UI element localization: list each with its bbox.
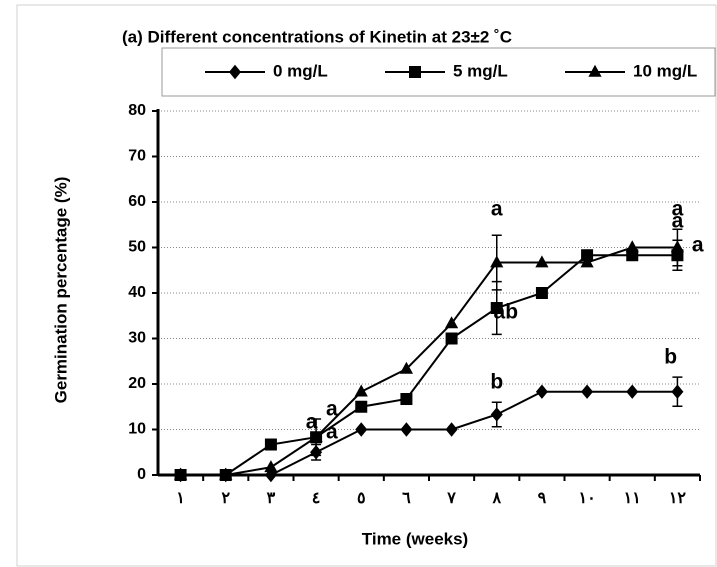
marker-square	[626, 249, 639, 262]
marker-triangle	[588, 64, 602, 77]
annotation: a	[306, 411, 318, 434]
marker-diamond	[535, 384, 548, 399]
annotation: a	[491, 198, 503, 221]
marker-triangle	[354, 384, 368, 397]
y-tick-label: 30	[128, 330, 146, 347]
y-tick-label: 80	[128, 102, 146, 119]
marker-triangle	[580, 255, 594, 268]
annotation: b	[664, 346, 677, 369]
x-tick-label: ١	[176, 490, 185, 507]
annotation: a	[672, 210, 684, 233]
annotation: a	[326, 397, 338, 420]
series-line	[180, 254, 678, 476]
marker-square	[264, 438, 277, 451]
x-tick-label: ٩	[538, 490, 547, 507]
marker-triangle	[264, 460, 278, 473]
y-tick-label: 70	[128, 148, 146, 165]
x-tick-label: ١٢	[669, 490, 687, 507]
marker-diamond	[445, 422, 458, 437]
y-tick-label: 40	[128, 284, 146, 301]
x-tick-label: ١٠	[578, 490, 595, 507]
marker-square	[581, 249, 594, 262]
y-tick-label: 0	[137, 466, 146, 483]
marker-triangle	[173, 467, 188, 480]
marker-square	[400, 393, 413, 406]
chart-title: (a) Different concentrations of Kinetin …	[122, 27, 512, 46]
marker-triangle	[444, 316, 459, 329]
marker-triangle	[535, 255, 549, 268]
x-tick-label: ٢	[221, 490, 230, 507]
marker-diamond	[355, 422, 368, 437]
legend-label: 10 mg/L	[633, 61, 697, 80]
x-tick-label: ١١	[624, 490, 641, 507]
marker-triangle	[309, 430, 323, 443]
x-axis-label: Time (weeks)	[362, 529, 468, 548]
marker-square	[355, 400, 368, 413]
marker-square	[490, 302, 503, 315]
annotation: a	[692, 234, 704, 257]
marker-diamond	[490, 407, 503, 422]
marker-diamond	[671, 384, 684, 399]
y-tick-label: 60	[128, 193, 146, 210]
legend-label: 0 mg/L	[273, 61, 328, 80]
marker-diamond	[626, 384, 639, 399]
y-axis-label: Germination percentage (%)	[51, 177, 70, 404]
x-tick-label: ٤	[312, 490, 321, 507]
marker-triangle	[670, 240, 685, 253]
marker-diamond	[581, 384, 594, 399]
marker-square	[535, 287, 548, 299]
x-tick-label: ٥	[357, 490, 366, 507]
marker-triangle	[625, 240, 639, 253]
marker-square	[445, 332, 458, 345]
y-tick-label: 20	[128, 375, 146, 392]
marker-diamond	[229, 64, 241, 80]
x-tick-label: ٧	[446, 490, 456, 507]
y-tick-label: 50	[128, 239, 146, 256]
series-line	[180, 390, 678, 476]
annotation: a	[326, 421, 338, 444]
marker-square	[409, 66, 421, 78]
chart-border	[16, 4, 717, 567]
marker-triangle	[219, 467, 233, 480]
series-line	[180, 246, 678, 476]
marker-diamond	[400, 422, 413, 437]
marker-triangle	[490, 255, 504, 268]
annotation: b	[490, 371, 503, 394]
x-tick-label: ٣	[267, 490, 276, 507]
x-tick-label: ٦	[402, 490, 411, 507]
marker-triangle	[399, 361, 414, 374]
legend-label: 5 mg/L	[453, 61, 508, 80]
annotation: ab	[494, 301, 519, 324]
y-tick-label: 10	[128, 421, 146, 438]
x-tick-label: ٨	[491, 490, 501, 507]
annotation: a	[672, 198, 684, 221]
